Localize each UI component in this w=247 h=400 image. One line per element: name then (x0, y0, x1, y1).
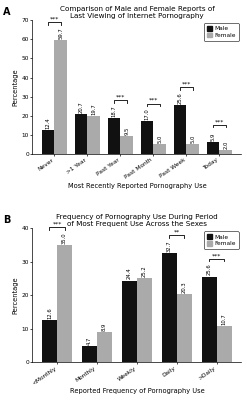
Text: ***: *** (116, 95, 125, 100)
Text: 12.4: 12.4 (46, 117, 51, 129)
Bar (87, 116, 100, 154)
Bar (42, 320, 57, 362)
Text: 20.3: 20.3 (182, 282, 187, 293)
Bar (75, 114, 87, 154)
Text: 59.7: 59.7 (58, 27, 63, 39)
Text: 8.9: 8.9 (102, 323, 107, 331)
Text: ***: *** (52, 222, 62, 227)
Bar (137, 278, 152, 362)
Text: ***: *** (215, 119, 224, 124)
Bar (177, 294, 192, 362)
Text: B: B (3, 215, 10, 225)
Text: ***: *** (212, 253, 222, 258)
Text: 17.0: 17.0 (145, 108, 150, 120)
Text: 5.0: 5.0 (190, 135, 195, 143)
Text: 4.7: 4.7 (87, 337, 92, 345)
Text: 25.6: 25.6 (178, 92, 183, 104)
Bar (120, 136, 133, 154)
Legend: Male, Female: Male, Female (204, 232, 239, 249)
Bar (108, 118, 120, 154)
X-axis label: Most Recently Reported Pornography Use: Most Recently Reported Pornography Use (67, 183, 206, 189)
Text: 25.6: 25.6 (207, 264, 212, 276)
Bar (186, 144, 199, 154)
Text: 18.7: 18.7 (112, 105, 117, 117)
Text: 25.2: 25.2 (142, 265, 147, 277)
Text: 19.7: 19.7 (91, 103, 96, 115)
Text: 35.0: 35.0 (62, 232, 67, 244)
Text: 2.0: 2.0 (223, 140, 228, 149)
Text: 5.0: 5.0 (157, 135, 162, 143)
Y-axis label: Percentage: Percentage (13, 68, 19, 106)
Bar (57, 245, 72, 362)
Text: 24.4: 24.4 (127, 268, 132, 280)
Text: ***: *** (149, 98, 158, 103)
Bar (219, 150, 232, 154)
Text: A: A (3, 7, 11, 17)
Text: **: ** (174, 230, 180, 234)
X-axis label: Reported Frequency of Pornography Use: Reported Frequency of Pornography Use (69, 388, 204, 394)
Text: ***: *** (50, 16, 59, 22)
Bar (217, 326, 232, 362)
Bar (82, 346, 97, 362)
Text: 5.9: 5.9 (211, 133, 216, 142)
Text: 32.7: 32.7 (167, 240, 172, 252)
Text: 9.5: 9.5 (124, 126, 129, 134)
Bar (207, 142, 219, 154)
Bar (141, 121, 153, 154)
Text: 12.6: 12.6 (47, 307, 52, 319)
Title: Frequency of Pornography Use During Period
of Most Frequent Use Across the Sexes: Frequency of Pornography Use During Peri… (56, 214, 218, 227)
Bar (122, 280, 137, 362)
Text: ***: *** (182, 82, 191, 86)
Title: Comparison of Male and Female Reports of
Last Viewing of Internet Pornography: Comparison of Male and Female Reports of… (60, 6, 214, 18)
Y-axis label: Percentage: Percentage (13, 276, 19, 314)
Text: 10.7: 10.7 (222, 313, 227, 325)
Bar (153, 144, 166, 154)
Bar (162, 253, 177, 362)
Bar (42, 130, 54, 154)
Bar (202, 276, 217, 362)
Text: 20.7: 20.7 (79, 102, 84, 113)
Legend: Male, Female: Male, Female (204, 23, 239, 41)
Bar (97, 332, 112, 362)
Bar (54, 40, 67, 154)
Bar (174, 105, 186, 154)
